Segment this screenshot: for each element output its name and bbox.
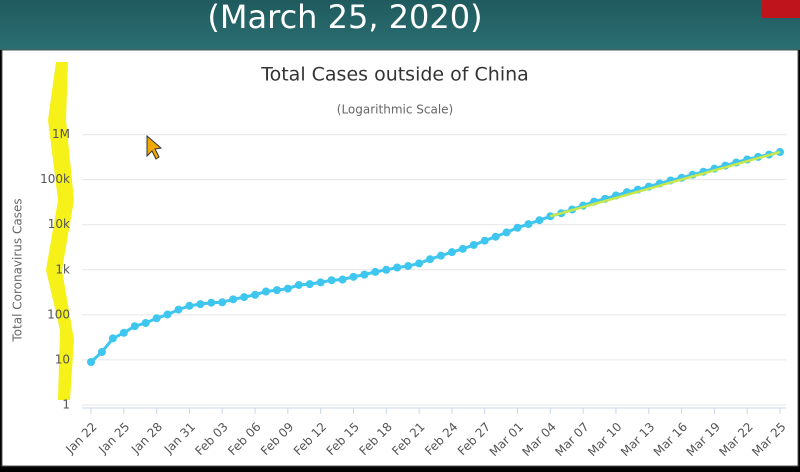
data-point [502,228,511,237]
data-point [174,305,183,314]
data-point [240,293,249,302]
data-point [283,284,292,293]
data-point [218,298,227,307]
data-point [480,236,489,245]
data-point [415,259,424,268]
data-point [349,272,358,281]
data-point [393,263,402,272]
highlighter-mark [46,62,74,400]
data-point [305,280,314,289]
y-tick-label: 1 [62,398,70,412]
data-point [447,248,456,257]
trend-line [549,150,781,218]
data-point [469,240,478,249]
data-point [108,334,117,343]
data-point [338,275,347,284]
y-tick-label: 10k [48,217,70,231]
y-axis-label: Total Coronavirus Cases [11,198,25,342]
data-point [535,216,544,225]
data-point [97,347,106,356]
chart-panel [1,49,799,467]
data-point [261,287,270,296]
data-point [513,223,522,232]
data-point [327,276,336,285]
data-point [382,265,391,274]
data-point [119,328,128,337]
data-point [294,280,303,289]
data-point [251,290,260,299]
cursor [146,134,163,160]
corner-flag [762,0,800,18]
chart-subtitle: (Logarithmic Scale) [337,103,453,117]
data-point [130,322,139,331]
data-point [360,270,369,279]
series-line [89,150,781,364]
data-point [163,310,172,319]
data-point [436,251,445,260]
y-tick-label: 100 [47,307,70,321]
data-point [196,300,205,309]
data-point [141,318,150,327]
data-point [371,267,380,276]
y-tick-label: 10 [55,352,70,366]
chart-title: Total Cases outside of China [260,64,529,86]
y-tick-label: 1M [52,127,70,141]
data-point [426,255,435,264]
data-point [524,220,533,229]
data-point [229,295,238,304]
data-point [87,357,95,366]
data-point [272,286,281,295]
data-point [152,314,161,323]
data-point [404,262,413,271]
y-tick-label: 100k [40,172,70,186]
data-point [491,232,500,241]
banner-title: (March 25, 2020) [207,0,482,36]
banner [0,0,800,50]
y-tick-label: 1k [55,262,70,276]
data-point [458,244,467,253]
data-point [316,278,325,287]
data-point [185,301,194,310]
data-point [207,298,216,307]
